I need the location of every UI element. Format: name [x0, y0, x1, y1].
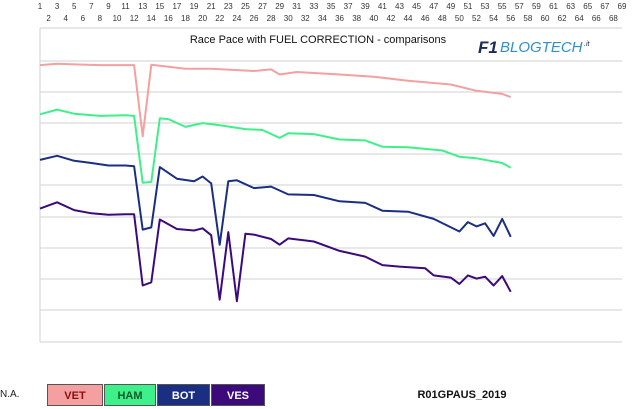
x-tick-top: 23 [224, 2, 233, 11]
x-tick-bottom: 4 [63, 14, 68, 23]
na-label: N.A. [0, 389, 20, 400]
x-tick-top: 13 [138, 2, 147, 11]
x-tick-top: 21 [207, 2, 216, 11]
x-tick-bottom: 62 [558, 14, 567, 23]
x-tick-bottom: 44 [404, 14, 413, 23]
x-tick-bottom: 20 [198, 14, 207, 23]
x-tick-bottom: 60 [541, 14, 550, 23]
x-tick-top: 29 [275, 2, 284, 11]
x-tick-top: 65 [583, 2, 592, 11]
legend-item-ham: HAM [104, 384, 156, 406]
series-line-ham [39, 108, 512, 184]
x-tick-bottom: 54 [489, 14, 498, 23]
x-tick-top: 19 [190, 2, 199, 11]
logo-text: BLOGTECH [500, 39, 583, 56]
series-line-bot [39, 154, 512, 246]
x-tick-bottom: 58 [523, 14, 532, 23]
x-tick-top: 57 [515, 2, 524, 11]
x-tick-bottom: 16 [164, 14, 173, 23]
x-tick-top: 69 [618, 2, 627, 11]
x-axis-top-ticks: 1 3 5 7 9 11 13 15 17 19 21 23 25 27 29 31 33 35 37 39 41 43 4… [38, 2, 627, 11]
legend-item-ves: VES [211, 384, 265, 406]
x-tick-top: 7 [89, 2, 94, 11]
x-tick-top: 1 [38, 2, 43, 11]
x-tick-top: 37 [344, 2, 353, 11]
x-tick-top: 31 [292, 2, 301, 11]
x-tick-top: 51 [463, 2, 472, 11]
x-tick-bottom: 66 [592, 14, 601, 23]
x-tick-bottom: 14 [147, 14, 156, 23]
x-tick-top: 39 [361, 2, 370, 11]
x-tick-bottom: 12 [130, 14, 139, 23]
x-tick-top: 9 [106, 2, 111, 11]
x-axis-bottom-ticks: 2 4 6 8 10 12 14 16 18 20 22 24 26 28 30 32 34 36 38 40 42 44… [46, 14, 618, 23]
x-tick-top: 35 [327, 2, 336, 11]
race-pace-chart: 1 3 5 7 9 11 13 15 17 19 21 23 25 27 29 31 33 35 37 39 41 43 4… [38, 2, 627, 343]
x-tick-top: 63 [566, 2, 575, 11]
x-tick-bottom: 10 [113, 14, 122, 23]
x-tick-bottom: 22 [215, 14, 224, 23]
x-tick-bottom: 8 [98, 14, 103, 23]
f1blogtech-logo: F1 BLOGTECH .it [478, 38, 591, 57]
legend-item-vet: VET [47, 384, 103, 406]
x-tick-top: 15 [155, 2, 164, 11]
x-tick-bottom: 42 [386, 14, 395, 23]
x-tick-bottom: 52 [472, 14, 481, 23]
x-tick-bottom: 34 [318, 14, 327, 23]
chart-title: Race Pace with FUEL CORRECTION - compari… [190, 34, 447, 46]
x-tick-bottom: 6 [81, 14, 86, 23]
x-tick-top: 43 [395, 2, 404, 11]
x-tick-top: 3 [55, 2, 60, 11]
x-tick-top: 45 [412, 2, 421, 11]
x-tick-bottom: 24 [232, 14, 241, 23]
x-tick-bottom: 64 [575, 14, 584, 23]
x-tick-top: 59 [532, 2, 541, 11]
logo-f1: F1 [478, 38, 498, 57]
legend-item-bot: BOT [157, 384, 210, 406]
gridlines [39, 27, 622, 343]
x-tick-bottom: 2 [46, 14, 51, 23]
x-tick-top: 33 [309, 2, 318, 11]
x-tick-bottom: 26 [250, 14, 259, 23]
x-tick-bottom: 68 [609, 14, 618, 23]
x-tick-bottom: 40 [369, 14, 378, 23]
x-tick-top: 11 [121, 2, 130, 11]
logo-suffix: .it [584, 41, 591, 48]
x-tick-top: 5 [72, 2, 77, 11]
x-tick-bottom: 18 [181, 14, 190, 23]
x-tick-bottom: 48 [438, 14, 447, 23]
x-tick-top: 49 [446, 2, 455, 11]
x-tick-top: 25 [241, 2, 250, 11]
x-tick-bottom: 50 [455, 14, 464, 23]
x-tick-top: 53 [481, 2, 490, 11]
x-tick-bottom: 36 [335, 14, 344, 23]
series-line-ves [39, 201, 512, 303]
series-line-vet [39, 62, 512, 138]
x-tick-bottom: 56 [506, 14, 515, 23]
x-tick-bottom: 28 [267, 14, 276, 23]
x-tick-top: 17 [172, 2, 181, 11]
x-tick-top: 47 [429, 2, 438, 11]
x-tick-bottom: 46 [421, 14, 430, 23]
x-tick-top: 61 [549, 2, 558, 11]
x-tick-bottom: 30 [284, 14, 293, 23]
x-tick-bottom: 32 [301, 14, 310, 23]
x-tick-bottom: 38 [352, 14, 361, 23]
x-tick-top: 55 [498, 2, 507, 11]
race-label: R01GPAUS_2019 [417, 389, 507, 401]
x-tick-top: 67 [600, 2, 609, 11]
x-tick-top: 41 [378, 2, 387, 11]
x-tick-top: 27 [258, 2, 267, 11]
series-lines [39, 62, 512, 303]
